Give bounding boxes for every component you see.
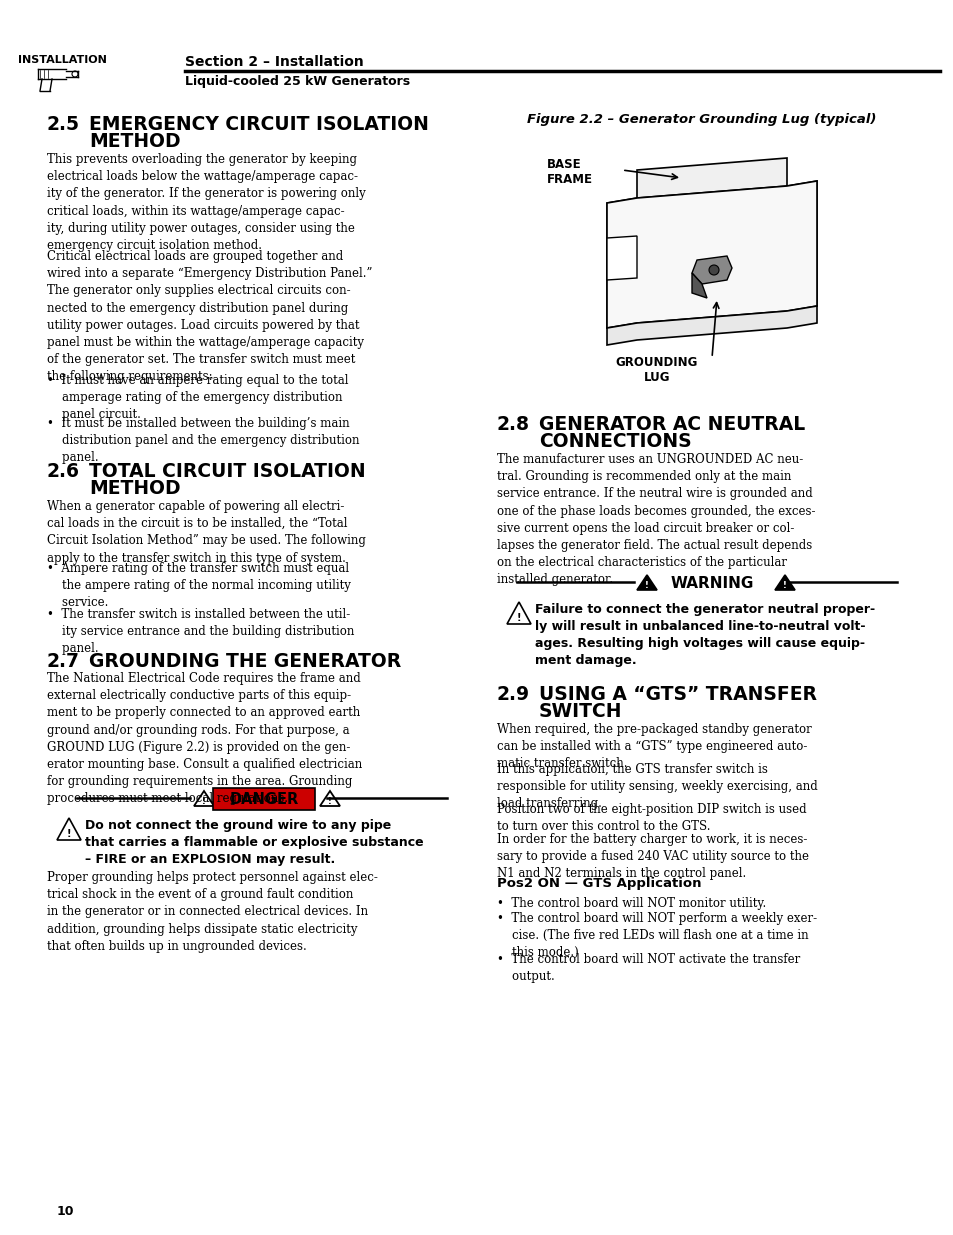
Text: Failure to connect the generator neutral proper-
ly will result in unbalanced li: Failure to connect the generator neutral… xyxy=(535,603,874,667)
Text: !: ! xyxy=(328,798,332,806)
Text: 2.5: 2.5 xyxy=(47,115,80,135)
Text: !: ! xyxy=(517,613,520,622)
Polygon shape xyxy=(606,236,637,280)
Text: •  It must have an ampere rating equal to the total
    amperage rating of the e: • It must have an ampere rating equal to… xyxy=(47,374,348,421)
Text: GROUNDING THE GENERATOR: GROUNDING THE GENERATOR xyxy=(89,652,401,671)
Text: In this application, the GTS transfer switch is
responsible for utility sensing,: In this application, the GTS transfer sw… xyxy=(497,763,817,810)
Text: This prevents overloading the generator by keeping
electrical loads below the wa: This prevents overloading the generator … xyxy=(47,153,365,252)
Text: USING A “GTS” TRANSFER: USING A “GTS” TRANSFER xyxy=(538,685,816,704)
Text: METHOD: METHOD xyxy=(89,132,180,151)
Text: 2.6: 2.6 xyxy=(47,462,80,480)
Polygon shape xyxy=(691,273,706,298)
Text: 2.9: 2.9 xyxy=(497,685,530,704)
FancyBboxPatch shape xyxy=(213,788,314,810)
Text: GENERATOR AC NEUTRAL: GENERATOR AC NEUTRAL xyxy=(538,415,804,433)
Text: When a generator capable of powering all electri-
cal loads in the circuit is to: When a generator capable of powering all… xyxy=(47,500,366,564)
Text: !: ! xyxy=(644,580,648,589)
Text: When required, the pre-packaged standby generator
can be installed with a “GTS” : When required, the pre-packaged standby … xyxy=(497,722,811,771)
Text: •  The control board will NOT perform a weekly exer-
    cise. (The five red LED: • The control board will NOT perform a w… xyxy=(497,911,817,960)
Polygon shape xyxy=(606,182,816,329)
Text: Pos2 ON — GTS Application: Pos2 ON — GTS Application xyxy=(497,877,700,890)
Text: •  It must be installed between the building’s main
    distribution panel and t: • It must be installed between the build… xyxy=(47,417,359,464)
Text: EMERGENCY CIRCUIT ISOLATION: EMERGENCY CIRCUIT ISOLATION xyxy=(89,115,429,135)
Text: 10: 10 xyxy=(57,1205,74,1218)
Text: !: ! xyxy=(782,580,786,589)
Text: !: ! xyxy=(202,798,206,806)
Text: The manufacturer uses an UNGROUNDED AC neu-
tral. Grounding is recommended only : The manufacturer uses an UNGROUNDED AC n… xyxy=(497,453,815,587)
Polygon shape xyxy=(637,576,657,590)
Text: DANGER: DANGER xyxy=(229,792,298,806)
Text: In order for the battery charger to work, it is neces-
sary to provide a fused 2: In order for the battery charger to work… xyxy=(497,832,808,881)
Text: SWITCH: SWITCH xyxy=(538,701,622,721)
Polygon shape xyxy=(786,182,816,311)
Text: Liquid-cooled 25 kW Generators: Liquid-cooled 25 kW Generators xyxy=(185,75,410,88)
Text: •  Ampere rating of the transfer switch must equal
    the ampere rating of the : • Ampere rating of the transfer switch m… xyxy=(47,562,351,609)
Polygon shape xyxy=(606,198,637,329)
Text: Position two of the eight-position DIP switch is used
to turn over this control : Position two of the eight-position DIP s… xyxy=(497,803,806,834)
Text: 2.7: 2.7 xyxy=(47,652,80,671)
Text: !: ! xyxy=(67,829,71,839)
Text: GROUNDING
LUG: GROUNDING LUG xyxy=(616,356,698,384)
Text: Section 2 – Installation: Section 2 – Installation xyxy=(185,56,363,69)
Text: •  The control board will NOT activate the transfer
    output.: • The control board will NOT activate th… xyxy=(497,953,800,983)
Text: •  The transfer switch is installed between the util-
    ity service entrance a: • The transfer switch is installed betwe… xyxy=(47,608,354,656)
Text: Figure 2.2 – Generator Grounding Lug (typical): Figure 2.2 – Generator Grounding Lug (ty… xyxy=(527,112,876,126)
Text: INSTALLATION: INSTALLATION xyxy=(18,56,107,65)
Circle shape xyxy=(708,266,719,275)
Text: Critical electrical loads are grouped together and
wired into a separate “Emerge: Critical electrical loads are grouped to… xyxy=(47,249,372,383)
Polygon shape xyxy=(606,306,816,345)
Polygon shape xyxy=(637,158,786,198)
Text: WARNING: WARNING xyxy=(670,576,753,590)
Text: Proper grounding helps protect personnel against elec-
trical shock in the event: Proper grounding helps protect personnel… xyxy=(47,871,377,952)
Text: The National Electrical Code requires the frame and
external electrically conduc: The National Electrical Code requires th… xyxy=(47,672,362,805)
Polygon shape xyxy=(691,256,731,284)
Text: CONNECTIONS: CONNECTIONS xyxy=(538,432,691,451)
Text: Do not connect the ground wire to any pipe
that carries a flammable or explosive: Do not connect the ground wire to any pi… xyxy=(85,819,423,866)
Text: METHOD: METHOD xyxy=(89,479,180,498)
Text: BASE
FRAME: BASE FRAME xyxy=(546,158,593,186)
Polygon shape xyxy=(774,576,794,590)
Text: •  The control board will NOT monitor utility.: • The control board will NOT monitor uti… xyxy=(497,897,765,910)
Text: 2.8: 2.8 xyxy=(497,415,530,433)
Text: TOTAL CIRCUIT ISOLATION: TOTAL CIRCUIT ISOLATION xyxy=(89,462,365,480)
